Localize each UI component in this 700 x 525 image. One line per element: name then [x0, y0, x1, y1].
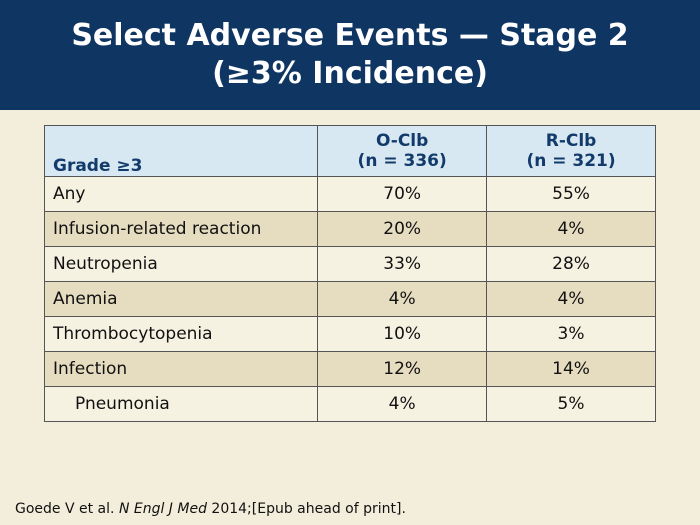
header-r-clb: R-Clb (n = 321) — [486, 125, 656, 177]
citation-journal: N Engl J Med — [118, 501, 207, 517]
table-row: Any 70% 55% — [43, 176, 656, 212]
row-label: Infusion-related reaction — [43, 211, 319, 247]
row-r-clb-value: 28% — [486, 246, 656, 282]
table-row: Infusion-related reaction 20% 4% — [43, 211, 656, 247]
adverse-events-table: Grade ≥3 O-Clb (n = 336) R-Clb (n = 321)… — [43, 125, 656, 422]
header-o-clb-name: O-Clb — [376, 131, 429, 151]
row-label: Any — [43, 176, 319, 212]
table-row: Thrombocytopenia 10% 3% — [43, 316, 656, 352]
header-r-clb-n: (n = 321) — [526, 151, 616, 171]
row-label: Neutropenia — [43, 246, 319, 282]
header-grade: Grade ≥3 — [43, 125, 319, 177]
row-label: Pneumonia — [43, 386, 319, 422]
row-o-clb-value: 4% — [317, 281, 488, 317]
row-o-clb-value: 4% — [317, 386, 488, 422]
table-row: Anemia 4% 4% — [43, 281, 656, 317]
header-o-clb-n: (n = 336) — [357, 151, 447, 171]
row-r-clb-value: 4% — [486, 281, 656, 317]
citation-details: 2014;[Epub ahead of print]. — [211, 501, 406, 517]
row-r-clb-value: 14% — [486, 351, 656, 387]
row-r-clb-value: 5% — [486, 386, 656, 422]
title-line-1: Select Adverse Events — Stage 2 — [71, 18, 629, 53]
table-row: Neutropenia 33% 28% — [43, 246, 656, 282]
slide-title: Select Adverse Events — Stage 2 (≥3% Inc… — [0, 0, 700, 110]
row-o-clb-value: 33% — [317, 246, 488, 282]
row-r-clb-value: 55% — [486, 176, 656, 212]
header-o-clb: O-Clb (n = 336) — [317, 125, 488, 177]
table-row: Pneumonia 4% 5% — [43, 386, 656, 422]
table-header-row: Grade ≥3 O-Clb (n = 336) R-Clb (n = 321) — [43, 125, 656, 177]
row-o-clb-value: 70% — [317, 176, 488, 212]
title-line-2: (≥3% Incidence) — [212, 56, 488, 91]
row-o-clb-value: 20% — [317, 211, 488, 247]
row-label: Anemia — [43, 281, 319, 317]
row-o-clb-value: 10% — [317, 316, 488, 352]
table-row: Infection 12% 14% — [43, 351, 656, 387]
header-r-clb-name: R-Clb — [545, 131, 597, 151]
row-r-clb-value: 4% — [486, 211, 656, 247]
citation-authors: Goede V et al. — [15, 501, 115, 517]
row-o-clb-value: 12% — [317, 351, 488, 387]
row-label: Thrombocytopenia — [43, 316, 319, 352]
row-label: Infection — [43, 351, 319, 387]
citation: Goede V et al. N Engl J Med 2014;[Epub a… — [15, 501, 406, 517]
row-r-clb-value: 3% — [486, 316, 656, 352]
